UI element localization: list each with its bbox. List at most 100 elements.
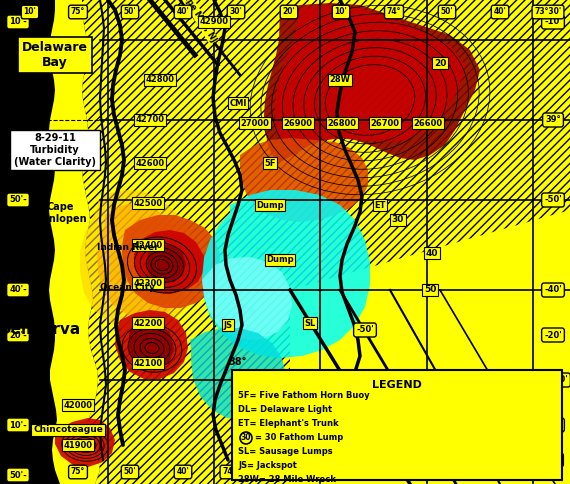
Text: 50': 50' [441,7,453,16]
Text: 40'-: 40'- [9,286,27,294]
Text: 50'-: 50'- [9,470,27,480]
Text: 38°: 38° [229,357,247,367]
Text: DL= Delaware Light: DL= Delaware Light [238,406,332,414]
Text: 74°: 74° [387,7,401,16]
Text: 30: 30 [241,434,251,442]
Text: 5F: 5F [264,158,276,167]
Bar [232,370,562,480]
Polygon shape [146,245,186,283]
Text: 20': 20' [283,468,295,477]
Text: 40': 40' [177,7,189,16]
Text: 26700: 26700 [370,119,400,127]
Text: 30: 30 [392,215,404,225]
Text: 5F= Five Fathom Horn Buoy: 5F= Five Fathom Horn Buoy [238,392,369,400]
Text: 30': 30' [230,7,242,16]
Text: 30: 30 [304,406,316,414]
Text: 42000: 42000 [63,400,92,409]
Text: 10': 10' [23,7,36,16]
Polygon shape [290,210,570,484]
Text: 20: 20 [434,59,446,67]
Text: 75°: 75° [71,7,85,16]
Text: 27000: 27000 [241,119,270,127]
Text: 42700: 42700 [136,116,165,124]
Text: 42400: 42400 [133,241,162,249]
Text: 26900: 26900 [283,119,312,127]
Text: 20: 20 [259,389,271,397]
Text: Indian River: Indian River [97,243,159,253]
Text: 28W= 28 Mile Wreck: 28W= 28 Mile Wreck [238,475,336,484]
Text: 42500: 42500 [133,198,162,208]
Polygon shape [115,310,188,379]
Text: 40: 40 [426,248,438,257]
Polygon shape [190,328,286,420]
Text: 10'-: 10'- [9,17,27,27]
Text: 38°30': 38°30' [3,376,33,384]
Polygon shape [240,138,368,222]
Text: LEGEND: LEGEND [372,380,422,390]
Text: -50': -50' [356,326,374,334]
Text: 20': 20' [283,7,295,16]
Text: 73°30': 73°30' [535,7,561,16]
Text: 75°: 75° [71,468,85,477]
Text: Dump: Dump [266,256,294,264]
Text: 42100: 42100 [133,359,162,367]
Text: CMI: CMI [229,99,247,107]
Text: 38°: 38° [545,455,561,465]
Polygon shape [264,3,480,162]
Text: Delmarva: Delmarva [0,322,81,337]
Text: JS= Jackspot: JS= Jackspot [238,462,297,470]
Text: 39°: 39° [545,116,561,124]
Text: 38°30': 38°30' [538,376,568,384]
Text: -20': -20' [544,331,562,339]
Text: 42900: 42900 [200,17,229,27]
Text: 10'-: 10'- [9,421,27,429]
Text: 39°: 39° [9,115,27,125]
Text: -50': -50' [544,196,562,205]
Text: 42200: 42200 [133,318,162,328]
Text: 8-29-11
Turbidity
(Water Clarity): 8-29-11 Turbidity (Water Clarity) [14,134,96,166]
Text: 40': 40' [494,7,506,16]
Text: 41900: 41900 [63,440,92,450]
Text: 50': 50' [124,468,136,477]
Text: -40': -40' [544,286,562,294]
Text: -10': -10' [544,17,562,27]
Text: 42800: 42800 [145,76,174,85]
Text: 38°: 38° [9,455,27,465]
Polygon shape [80,190,199,330]
Text: Delaware
Bay: Delaware Bay [22,41,88,69]
Polygon shape [49,0,100,484]
Text: SL= Sausage Lumps: SL= Sausage Lumps [238,448,333,456]
Text: = 30 Fathom Lump: = 30 Fathom Lump [255,434,343,442]
Text: 26600: 26600 [413,119,442,127]
Text: 50': 50' [124,7,136,16]
Polygon shape [55,418,115,467]
Text: Cape May, NJ: Cape May, NJ [178,0,218,44]
Text: 42300: 42300 [133,278,162,287]
Text: Cape
Henlopen: Cape Henlopen [34,202,86,224]
Text: ET= Elephant's Trunk: ET= Elephant's Trunk [238,420,339,428]
Polygon shape [128,323,174,369]
Text: 10': 10' [335,468,348,477]
Polygon shape [122,215,220,308]
Text: Dump: Dump [256,200,284,210]
Text: 28W: 28W [329,76,351,85]
Text: SL: SL [304,318,316,328]
Polygon shape [202,257,292,340]
Text: 1': 1' [390,468,398,477]
Polygon shape [97,204,192,318]
Text: Chincoteague: Chincoteague [33,425,103,435]
Text: 10': 10' [335,7,348,16]
Text: 26800: 26800 [328,119,356,127]
Text: 42600: 42600 [136,158,165,167]
Polygon shape [0,0,100,484]
Text: 40: 40 [352,421,364,429]
Polygon shape [134,230,204,294]
Text: 74°30': 74°30' [222,468,250,477]
Text: 50: 50 [424,286,436,294]
Text: ET: ET [374,200,386,210]
Text: 40': 40' [177,468,189,477]
Text: 20'-: 20'- [9,331,27,339]
Text: Ocean City: Ocean City [100,284,156,292]
Text: 50'-: 50'- [9,196,27,205]
Polygon shape [275,5,465,150]
